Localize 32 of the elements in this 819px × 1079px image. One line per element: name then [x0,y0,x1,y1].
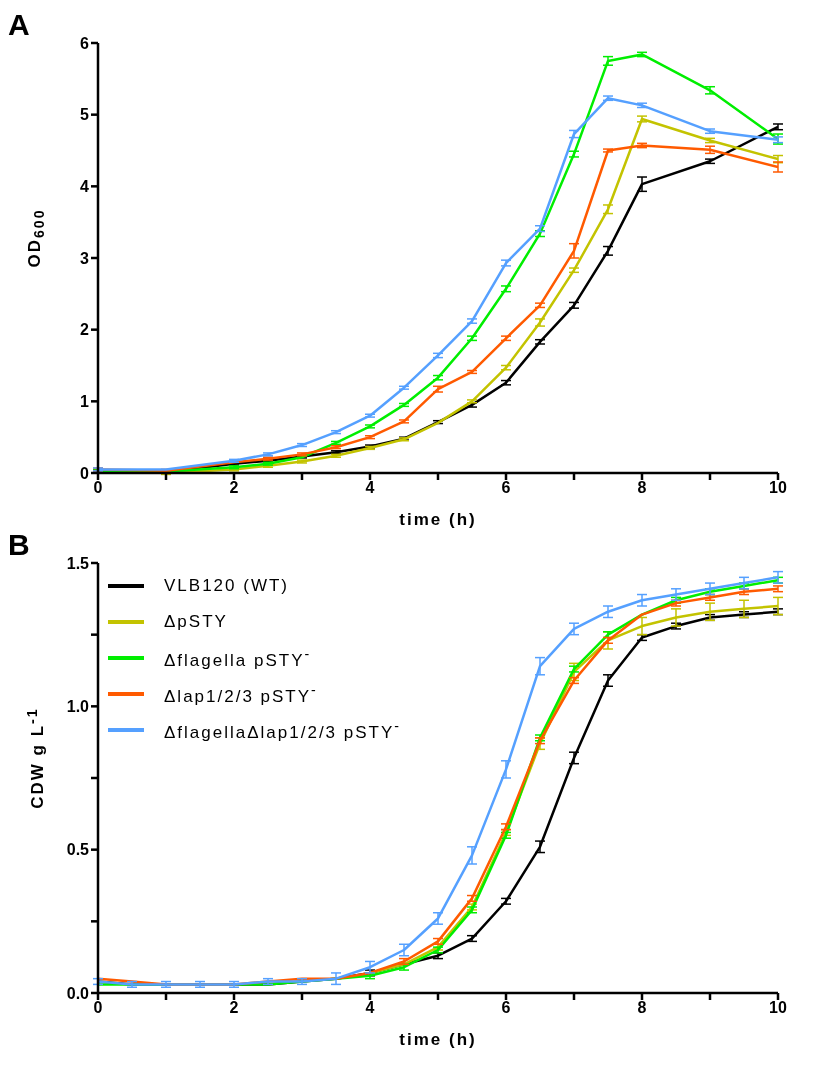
y-tick-label: 0.5 [66,841,90,859]
y-tick-label: 1 [80,393,90,411]
x-tick-label: 2 [229,999,239,1017]
legend-label: Δlap1/2/3 pSTY$^{-}$ [164,681,318,707]
x-tick-label: 4 [365,479,375,497]
x-tick-label: 10 [769,479,787,497]
x-tick-label: 2 [229,479,239,497]
x-tick-label: 0 [93,999,103,1017]
legend-label: VLB120 (WT) [164,576,289,596]
x-axis-title: time (h) [398,510,478,530]
y-tick-label: 3 [80,249,90,267]
y-tick-label: 1.5 [66,554,90,572]
x-tick-label: 10 [769,999,787,1017]
x-axis-title: time (h) [398,1030,478,1050]
y-tick-label: 6 [80,34,90,52]
legend-label: Δflagella pSTY$^{-}$ [164,645,312,671]
legend-label: ΔflagellaΔlap1/2/3 pSTY$^{-}$ [164,717,402,743]
y-tick-label: 5 [80,106,90,124]
x-tick-label: 6 [501,479,511,497]
x-tick-label: 8 [637,479,647,497]
chart-title: A [8,8,30,42]
x-tick-label: 6 [501,999,511,1017]
x-tick-label: 0 [93,479,103,497]
y-tick-label: 1.0 [66,698,90,716]
y-tick-label: 0.0 [66,984,90,1002]
y-tick-label: 2 [80,321,90,339]
y-tick-label: 0 [80,464,90,482]
chart-title: B [8,528,30,562]
x-tick-label: 4 [365,999,375,1017]
legend-label: ΔpSTY [164,612,228,632]
x-tick-label: 8 [637,999,647,1017]
y-tick-label: 4 [80,178,90,196]
